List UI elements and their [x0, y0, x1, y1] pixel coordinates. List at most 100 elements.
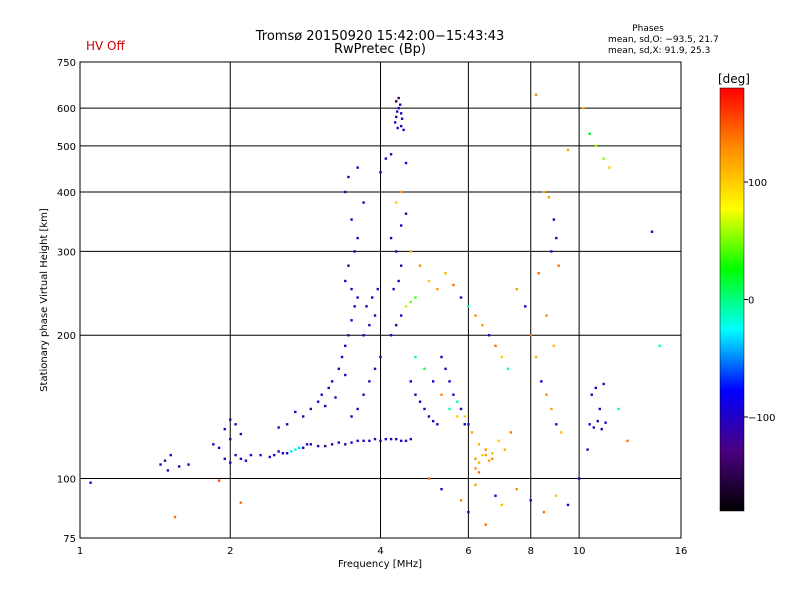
x-tick-labels: 1 2 4 6 8 10 16: [77, 546, 688, 557]
data-point: [540, 380, 543, 383]
data-point: [350, 287, 353, 291]
data-point: [223, 427, 226, 431]
data-point: [427, 477, 431, 480]
data-point: [440, 393, 443, 396]
data-point: [373, 437, 377, 441]
data-point: [582, 106, 585, 110]
data-point: [470, 431, 474, 434]
data-point: [481, 323, 484, 327]
data-point: [294, 410, 297, 414]
data-point: [500, 503, 504, 507]
data-point: [658, 344, 661, 348]
data-point: [362, 201, 365, 204]
data-point: [588, 423, 591, 426]
data-point: [537, 272, 540, 275]
data-point: [559, 431, 563, 434]
data-point: [409, 250, 412, 253]
data-point: [400, 117, 404, 120]
data-point: [552, 218, 556, 221]
data-point: [515, 287, 518, 291]
data-point: [474, 467, 477, 470]
data-point: [515, 487, 518, 491]
data-point: [444, 367, 447, 371]
data-point: [547, 195, 551, 199]
y-tick-label: 400: [57, 188, 76, 199]
data-point: [309, 443, 312, 446]
data-point: [259, 453, 262, 457]
y-axis-label: Stationary phase Virtual Height [km]: [39, 208, 50, 392]
data-point: [324, 404, 327, 408]
data-point: [552, 344, 556, 348]
data-point: [389, 153, 393, 156]
data-point: [285, 452, 289, 455]
data-point: [598, 407, 601, 411]
phases-heading: Phases: [632, 24, 664, 34]
data-point: [431, 419, 435, 423]
data-point: [626, 439, 629, 443]
data-point: [281, 452, 285, 455]
colorbar-tick-label: −100: [748, 413, 775, 424]
data-point: [217, 479, 221, 482]
data-point: [166, 469, 170, 472]
data-point: [353, 250, 356, 253]
data-point: [212, 443, 215, 446]
data-point: [217, 446, 221, 450]
data-point: [347, 175, 350, 179]
data-point: [604, 421, 607, 424]
data-point: [448, 407, 451, 411]
data-point: [350, 319, 353, 322]
data-point: [491, 452, 494, 455]
data-point: [344, 190, 347, 194]
data-point: [423, 367, 426, 371]
data-point: [452, 283, 455, 287]
data-point: [285, 423, 289, 426]
data-point: [344, 344, 347, 348]
data-point: [491, 457, 494, 461]
data-point: [474, 483, 477, 487]
data-point: [503, 448, 507, 451]
data-point: [337, 367, 341, 371]
data-point: [376, 287, 379, 291]
data-point: [459, 499, 463, 502]
data-point: [187, 463, 190, 466]
data-point: [592, 426, 595, 429]
data-point: [173, 515, 177, 519]
data-point: [542, 190, 546, 194]
data-point: [320, 393, 323, 396]
data-point: [277, 426, 280, 429]
data-point: [555, 236, 558, 240]
data-point: [487, 334, 491, 337]
data-point: [399, 439, 403, 443]
data-point: [608, 166, 611, 169]
data-point: [229, 418, 232, 421]
data-point: [163, 459, 167, 462]
data-point: [509, 431, 513, 434]
data-point: [362, 393, 365, 396]
data-point: [353, 305, 356, 308]
data-point: [494, 494, 497, 497]
data-point: [356, 166, 359, 169]
data-point: [379, 439, 382, 443]
colorbar-gradient: [719, 87, 745, 512]
data-point: [494, 344, 497, 348]
data-point: [244, 459, 248, 462]
data-point: [392, 287, 395, 291]
data-point: [362, 334, 365, 337]
data-point: [356, 296, 359, 299]
x-tick-label: 4: [377, 546, 383, 557]
data-point: [394, 437, 398, 441]
data-point: [550, 250, 553, 253]
data-point: [474, 457, 477, 461]
data-point: [404, 305, 408, 308]
data-point: [399, 314, 403, 317]
data-point: [566, 503, 570, 507]
x-tick-label: 6: [465, 546, 471, 557]
data-point: [577, 477, 581, 480]
data-point: [229, 437, 232, 441]
data-point: [555, 423, 558, 426]
data-point: [316, 444, 320, 448]
data-point: [398, 103, 402, 106]
x-tick-label: 8: [528, 546, 534, 557]
data-point: [309, 407, 312, 411]
data-point: [373, 314, 377, 317]
